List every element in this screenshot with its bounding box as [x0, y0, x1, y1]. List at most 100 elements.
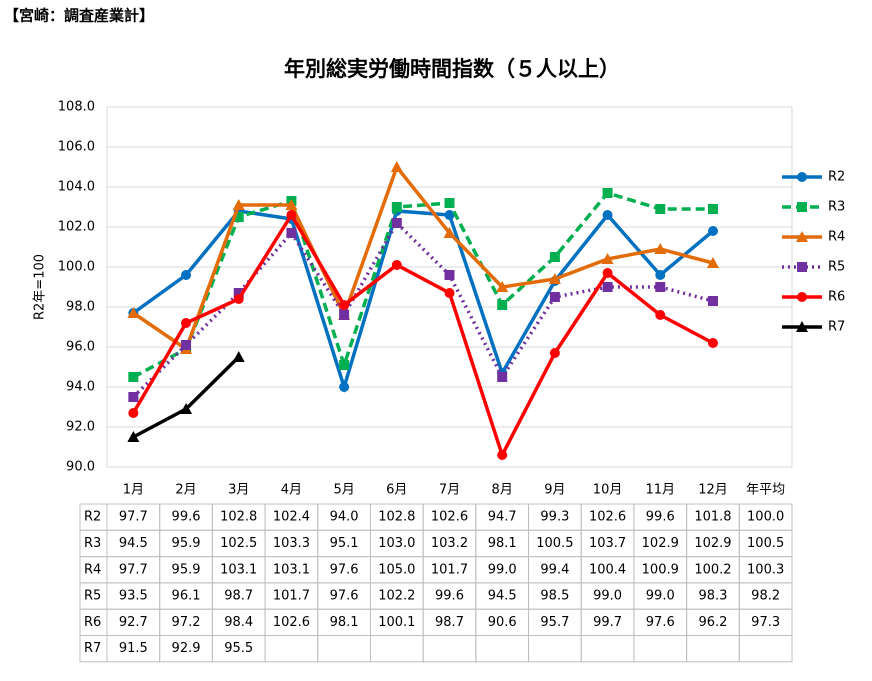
marker — [233, 294, 244, 304]
chart-title: 年別総実労働時間指数（５人以上） — [284, 57, 620, 81]
marker — [602, 188, 613, 198]
y-tick-label: 96.0 — [66, 340, 95, 355]
table-value: 96.2 — [698, 615, 727, 630]
table-value: 95.9 — [172, 562, 201, 577]
table-value: 99.0 — [646, 589, 675, 604]
marker — [339, 310, 350, 320]
table-cell — [422, 635, 477, 663]
table-value: 97.6 — [646, 615, 675, 630]
table-value: 97.2 — [172, 615, 201, 630]
x-tick-label: 年平均 — [746, 483, 785, 498]
x-tick-label: 7月 — [439, 483, 460, 498]
y-tick-label: 100.0 — [58, 260, 95, 275]
table-value: 103.3 — [273, 536, 310, 551]
marker — [181, 318, 192, 328]
table-value: 102.4 — [273, 510, 310, 525]
table-value: 100.3 — [747, 562, 784, 577]
legend-label: R3 — [828, 200, 845, 215]
marker — [706, 257, 719, 268]
table-value: 103.1 — [220, 562, 257, 577]
table-value: 92.9 — [172, 641, 201, 656]
table-value: 97.7 — [119, 510, 148, 525]
series-line — [131, 211, 714, 460]
table-cell — [317, 635, 371, 663]
marker — [496, 281, 509, 292]
table-value: 101.7 — [431, 562, 468, 577]
marker — [655, 204, 666, 214]
table-row-label: R7 — [84, 641, 101, 656]
y-tick-label: 94.0 — [66, 380, 95, 395]
table-value: 102.6 — [431, 510, 468, 525]
marker — [339, 360, 350, 370]
table-cell — [738, 635, 793, 663]
table-value: 90.6 — [488, 615, 517, 630]
marker — [497, 450, 508, 460]
y-tick-label: 102.0 — [58, 220, 95, 235]
table-value: 97.6 — [330, 589, 359, 604]
table-value: 100.2 — [694, 562, 731, 577]
marker — [548, 273, 561, 284]
marker — [797, 292, 807, 302]
marker — [497, 300, 508, 310]
table-value: 98.4 — [224, 615, 253, 630]
marker — [127, 431, 140, 442]
table-value: 103.0 — [378, 536, 415, 551]
table-value: 98.2 — [751, 589, 780, 604]
table-row-label: R5 — [84, 589, 101, 604]
table-value: 98.1 — [330, 615, 359, 630]
table-value: 97.6 — [330, 562, 359, 577]
marker — [391, 202, 402, 212]
marker — [602, 268, 613, 278]
table-value: 96.1 — [172, 589, 201, 604]
x-tick-label: 12月 — [698, 483, 728, 498]
marker — [232, 199, 245, 210]
table-value: 100.5 — [747, 536, 784, 551]
marker — [655, 270, 666, 280]
marker — [549, 292, 560, 302]
header: 【宮崎：調査産業計】 — [4, 7, 154, 25]
marker — [181, 270, 192, 280]
marker — [602, 210, 613, 220]
table-value: 99.3 — [540, 510, 569, 525]
table-value: 98.3 — [698, 589, 727, 604]
marker — [128, 392, 139, 402]
table-value: 95.9 — [172, 536, 201, 551]
table-value: 93.5 — [119, 589, 148, 604]
series-line — [132, 209, 715, 393]
table-row-label: R3 — [84, 536, 101, 551]
table-value: 94.7 — [488, 510, 517, 525]
x-tick-label: 6月 — [386, 483, 407, 498]
table-cell — [686, 635, 740, 663]
table-value: 103.2 — [431, 536, 468, 551]
y-tick-label: 106.0 — [58, 140, 95, 155]
table-cell — [369, 635, 424, 663]
x-tick-label: 11月 — [645, 483, 675, 498]
x-tick-label: 4月 — [281, 483, 302, 498]
series-line — [132, 220, 714, 399]
marker — [233, 288, 244, 298]
marker — [796, 321, 808, 332]
marker — [181, 340, 192, 350]
marker — [391, 260, 402, 270]
table-value: 102.5 — [220, 536, 257, 551]
legend-label: R5 — [828, 260, 845, 275]
table-value: 102.6 — [589, 510, 626, 525]
marker — [444, 210, 455, 220]
marker — [128, 372, 139, 382]
legend-label: R4 — [828, 230, 845, 245]
table-value: 101.7 — [273, 589, 310, 604]
marker — [128, 408, 139, 418]
table-value: 95.5 — [224, 641, 253, 656]
table-value: 98.1 — [488, 536, 517, 551]
table-value: 99.6 — [172, 510, 201, 525]
series-line — [132, 163, 714, 352]
table-cell — [580, 635, 635, 663]
marker — [797, 172, 807, 182]
y-tick-label: 108.0 — [58, 100, 95, 115]
table-value: 103.7 — [589, 536, 626, 551]
marker — [286, 210, 297, 220]
x-tick-label: 3月 — [228, 483, 249, 498]
table-value: 102.8 — [378, 510, 415, 525]
table-value: 94.0 — [330, 510, 359, 525]
marker — [391, 218, 402, 228]
